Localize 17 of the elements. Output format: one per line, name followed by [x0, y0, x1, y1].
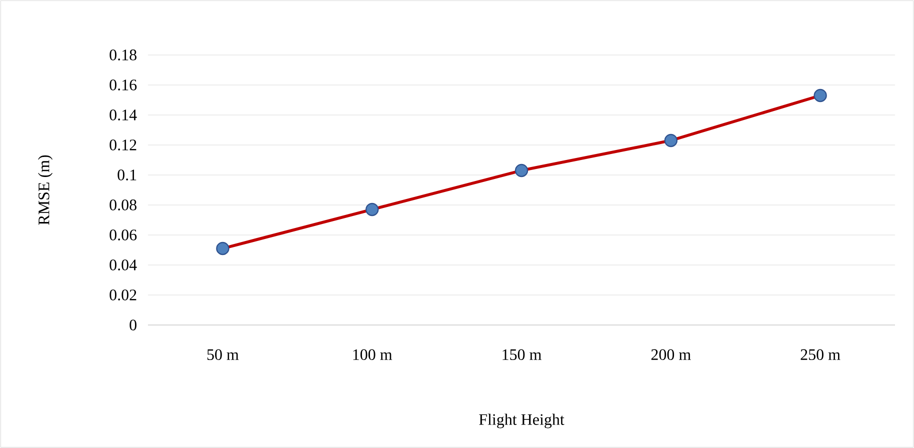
x-axis-title: Flight Height: [479, 414, 564, 428]
y-tick-label: 0.08: [110, 200, 136, 210]
y-tick-label: 0.06: [110, 230, 137, 240]
y-axis-title: RMSE (m): [38, 155, 53, 225]
x-tick-label: 50 m: [207, 349, 239, 360]
x-tick-label: 200 m: [651, 349, 691, 360]
y-tick-label: 0.04: [110, 260, 137, 270]
x-tick-label: 100 m: [353, 349, 392, 360]
y-tick-label: 0.16: [110, 80, 137, 90]
y-tick-label: 0.02: [110, 290, 136, 300]
y-tick-label: 0.12: [110, 140, 136, 150]
y-tick-label: 0.1: [118, 170, 136, 180]
x-tick-label: 150 m: [502, 349, 542, 360]
y-tick-label: 0: [130, 320, 136, 330]
y-tick-label: 0.14: [110, 110, 137, 120]
x-tick-label: 250 m: [800, 349, 840, 360]
y-tick-label: 0.18: [110, 50, 136, 60]
